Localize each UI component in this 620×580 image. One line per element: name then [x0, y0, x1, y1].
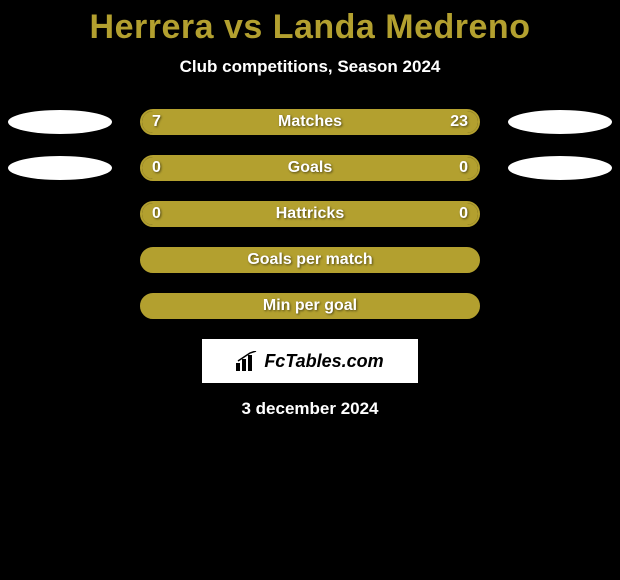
page-title: Herrera vs Landa Medreno — [0, 0, 620, 47]
stat-bar: 7 23 Matches — [140, 109, 480, 135]
stat-row: 7 23 Matches — [0, 109, 620, 135]
stat-label: Matches — [278, 113, 342, 131]
stat-bar: 0 0 Goals — [140, 155, 480, 181]
bar-chart-icon — [236, 351, 258, 371]
stat-bar: Goals per match — [140, 247, 480, 273]
player-left-marker — [8, 156, 112, 180]
stat-value-left: 0 — [152, 205, 161, 223]
player-left-marker — [8, 110, 112, 134]
stat-row: Min per goal — [0, 293, 620, 319]
attribution-logo: FcTables.com — [202, 339, 418, 383]
logo-text: FcTables.com — [264, 351, 383, 372]
stat-value-right: 0 — [459, 159, 468, 177]
stat-bar-left-fill — [142, 157, 310, 179]
stat-bar: 0 0 Hattricks — [140, 201, 480, 227]
stat-bar-right-fill — [310, 157, 478, 179]
player-right-marker — [508, 110, 612, 134]
page-subtitle: Club competitions, Season 2024 — [0, 57, 620, 77]
stat-bar: Min per goal — [140, 293, 480, 319]
stat-value-right: 23 — [450, 113, 468, 131]
stat-value-right: 0 — [459, 205, 468, 223]
stat-row: Goals per match — [0, 247, 620, 273]
stat-label: Goals — [288, 159, 332, 177]
stat-label: Hattricks — [276, 205, 344, 223]
date-label: 3 december 2024 — [0, 399, 620, 419]
comparison-chart: 7 23 Matches 0 0 Goals 0 0 Hattricks Goals per ma… — [0, 109, 620, 319]
stat-label: Min per goal — [263, 297, 357, 315]
stat-label: Goals per match — [247, 251, 372, 269]
stat-row: 0 0 Hattricks — [0, 201, 620, 227]
player-right-marker — [508, 156, 612, 180]
stat-value-left: 0 — [152, 159, 161, 177]
stat-row: 0 0 Goals — [0, 155, 620, 181]
stat-bar-right-fill — [220, 111, 478, 133]
stat-value-left: 7 — [152, 113, 161, 131]
